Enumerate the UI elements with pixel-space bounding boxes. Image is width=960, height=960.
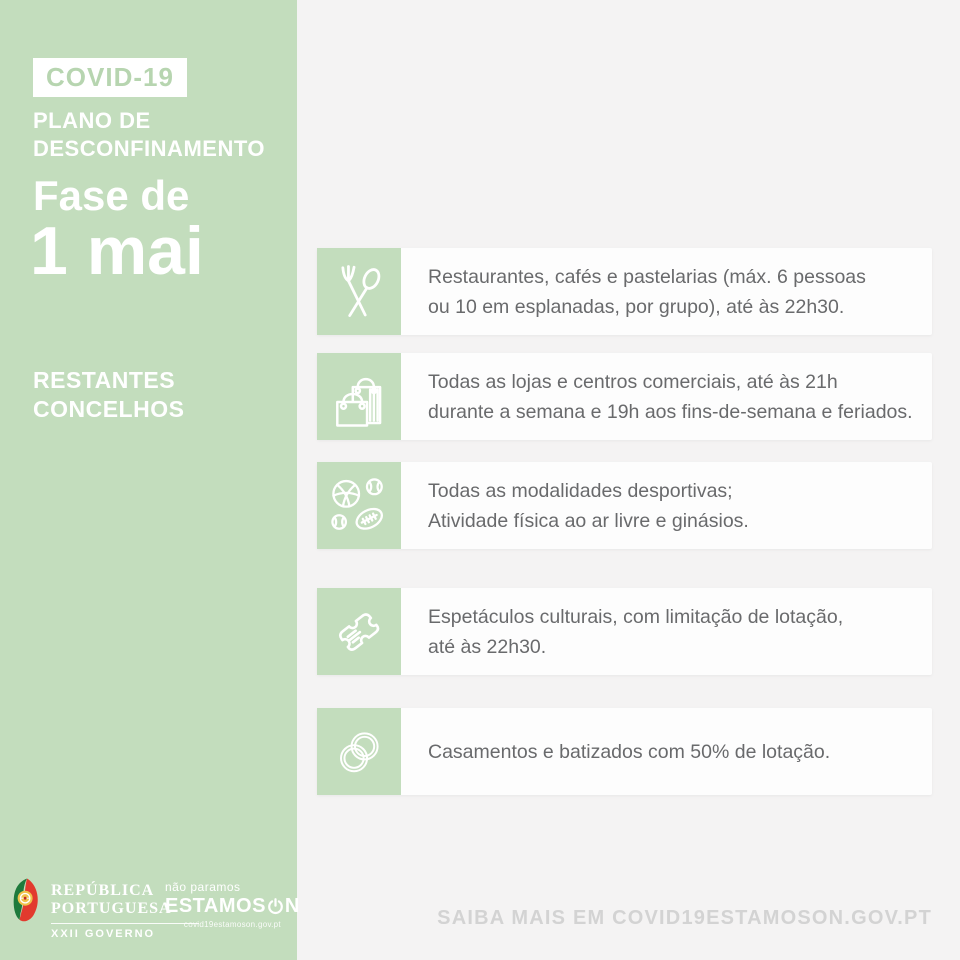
government-logo-block: REPÚBLICA PORTUGUESA XXII GOVERNO [12,877,199,940]
card-text-line2: ou 10 em esplanadas, por grupo), até às … [428,295,845,318]
rule-card-restaurants: Restaurantes, cafés e pastelarias (máx. … [317,248,932,335]
covid19-badge: COVID-19 [33,58,187,97]
card-text-line1: Todas as modalidades desportivas; [428,479,733,502]
rule-card-shops: Todas as lojas e centros comerciais, até… [317,353,932,440]
gov-name-line2: PORTUGUESA [51,900,172,917]
card-text-line2: durante a semana e 19h aos fins-de-seman… [428,400,913,423]
gov-subtitle: XXII GOVERNO [51,928,156,940]
ticket-icon [317,588,401,675]
campaign-name: ESTAMOS N [165,895,300,918]
phase-date: 1 mai [30,213,204,289]
cutlery-icon [317,248,401,335]
region-line1: RESTANTES [33,367,176,393]
card-text-line2: até às 22h30. [428,635,547,658]
phase-label: Fase de [33,172,190,219]
card-text-line1: Restaurantes, cafés e pastelarias (máx. … [428,265,866,288]
rule-card-culture: Espetáculos culturais, com limitação de … [317,588,932,675]
campaign-tagline: não paramos [165,880,241,894]
campaign-word: ESTAMOS [165,895,266,917]
card-text: Espetáculos culturais, com limitação de … [401,588,843,675]
shopping-bags-icon [317,353,401,440]
rule-card-sports: Todas as modalidades desportivas; Ativid… [317,462,932,549]
card-text: Todas as modalidades desportivas; Ativid… [401,462,749,549]
plan-title-line1: PLANO DE [33,108,151,133]
plan-title: PLANO DE DESCONFINAMENTO [33,107,265,163]
gov-divider [51,923,199,924]
campaign-on-letter: N [284,895,300,917]
gov-name-line1: REPÚBLICA [51,882,155,899]
estamos-on-logo: não paramos ESTAMOS N covid19estamoson.g… [165,880,300,929]
rule-card-weddings: Casamentos e batizados com 50% de lotaçã… [317,708,932,795]
card-text-line1: Espetáculos culturais, com limitação de … [428,605,844,628]
sidebar: COVID-19 PLANO DE DESCONFINAMENTO Fase d… [0,0,300,960]
region-line2: CONCELHOS [33,396,185,422]
card-text: Restaurantes, cafés e pastelarias (máx. … [401,248,866,335]
region-title: RESTANTES CONCELHOS [33,366,184,424]
card-text: Casamentos e batizados com 50% de lotaçã… [401,708,830,795]
card-text-line1: Todas as lojas e centros comerciais, até… [428,370,838,393]
card-text: Todas as lojas e centros comerciais, até… [401,353,913,440]
card-text-line1: Casamentos e batizados com 50% de lotaçã… [428,740,831,763]
plan-title-line2: DESCONFINAMENTO [33,136,265,161]
power-o-icon [268,898,283,915]
wedding-rings-icon [317,708,401,795]
card-text-line2: Atividade física ao ar livre e ginásios. [428,509,749,532]
campaign-url: covid19estamoson.gov.pt [183,920,281,929]
more-info-note: SAIBA MAIS EM COVID19ESTAMOSON.GOV.PT [437,907,932,929]
sports-balls-icon [317,462,401,549]
gov-name-lines: REPÚBLICA PORTUGUESA [51,882,199,918]
government-name: REPÚBLICA PORTUGUESA XXII GOVERNO [51,877,199,940]
portugal-flag-icon [13,878,38,922]
